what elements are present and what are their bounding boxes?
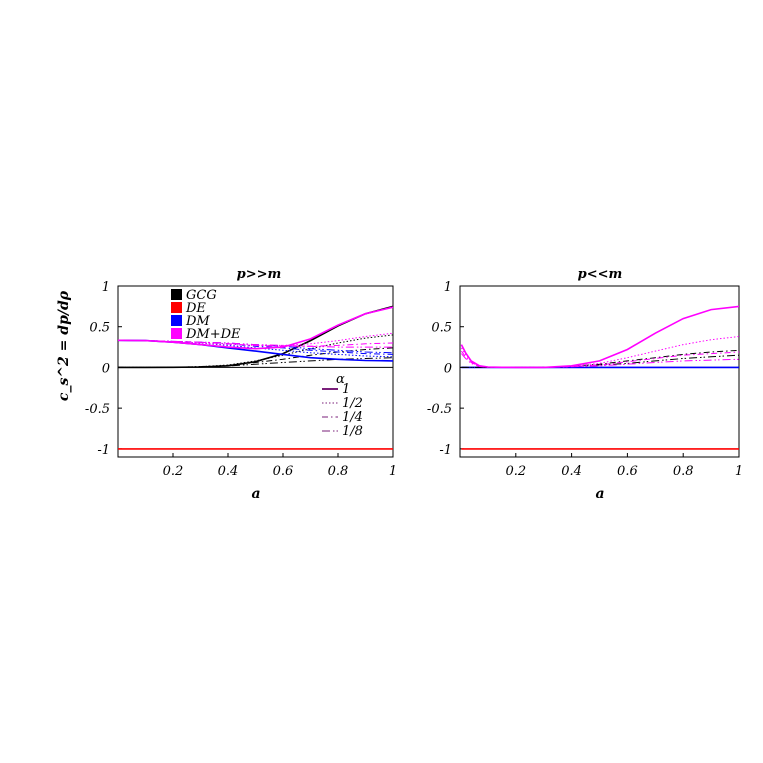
right-plot-frame: [459, 285, 740, 458]
legend-swatch: [171, 315, 182, 326]
left-chart-title: p>>m: [237, 267, 282, 282]
x-tick-label: 0.4: [561, 464, 582, 479]
y-tick-label: 0.5: [431, 321, 452, 336]
legend-swatch: [171, 328, 182, 339]
left-series: [117, 305, 394, 450]
left-y-axis-label: c_s^2 = dp/dρ: [56, 290, 72, 401]
y-tick-label: -0.5: [427, 402, 452, 417]
legend-swatch: [171, 302, 182, 313]
x-tick-label: 1: [735, 464, 743, 479]
series-line-dm-de-1-2: [460, 336, 740, 368]
x-tick-label: 0.8: [673, 464, 694, 479]
right-chart-title: p<<m: [578, 267, 623, 282]
series-line-dm-de-1-8: [117, 339, 393, 348]
legend-alpha-label: 1/8: [342, 424, 363, 439]
legend-alpha-label: 1/4: [342, 410, 363, 425]
series-line-dm-de-1: [117, 306, 394, 350]
series-line-dm-de-1-4: [460, 350, 740, 368]
x-tick-label: 0.2: [505, 464, 526, 479]
left-plot-frame: [117, 285, 394, 458]
legend-alpha-label: 1/2: [342, 396, 363, 411]
series-line-dm-de-1: [460, 305, 740, 369]
y-tick-label: 1: [102, 280, 110, 295]
y-tick-label: -0.5: [85, 402, 110, 417]
right-chart-panel: p<<m 0.2 0.4 0.6 0.8 1 -1 -0.5 0 0.5 1 a: [427, 267, 743, 502]
y-tick-label: 0: [102, 361, 110, 376]
legend-swatch: [171, 289, 182, 300]
y-tick-label: 0.5: [89, 321, 110, 336]
y-tick-label: -1: [439, 443, 452, 458]
x-tick-label: 0.6: [617, 464, 638, 479]
x-tick-label: 0.2: [163, 464, 184, 479]
right-series: [460, 305, 740, 450]
left-chart-panel: p>>m 0.2 0.4 0.6 0.8 1 -1 -0.5 0 0.5 1 a c_s^2 = …: [56, 267, 397, 502]
series-line-dm-de-1-2: [117, 332, 394, 346]
x-tick-label: 0.4: [218, 464, 239, 479]
right-x-axis-label: a: [595, 486, 604, 502]
legend-alpha-title: α: [336, 372, 345, 387]
legend-label: DE: [185, 301, 206, 316]
y-tick-label: 0: [444, 361, 452, 376]
legend-label: DM: [185, 314, 210, 329]
x-tick-label: 0.6: [273, 464, 294, 479]
x-tick-label: 0.8: [328, 464, 349, 479]
left-ticks: 0.2 0.4 0.6 0.8 1 -1 -0.5 0 0.5 1: [85, 280, 397, 479]
x-tick-label: 1: [389, 464, 397, 479]
left-x-axis-label: a: [251, 486, 260, 502]
legend-alpha-label: 1: [342, 382, 350, 397]
legend-label: GCG: [186, 288, 217, 303]
legend-label: DM+DE: [185, 327, 241, 342]
y-tick-label: 1: [444, 280, 452, 295]
y-tick-label: -1: [97, 443, 110, 458]
series-line-gcg-1: [118, 305, 394, 369]
